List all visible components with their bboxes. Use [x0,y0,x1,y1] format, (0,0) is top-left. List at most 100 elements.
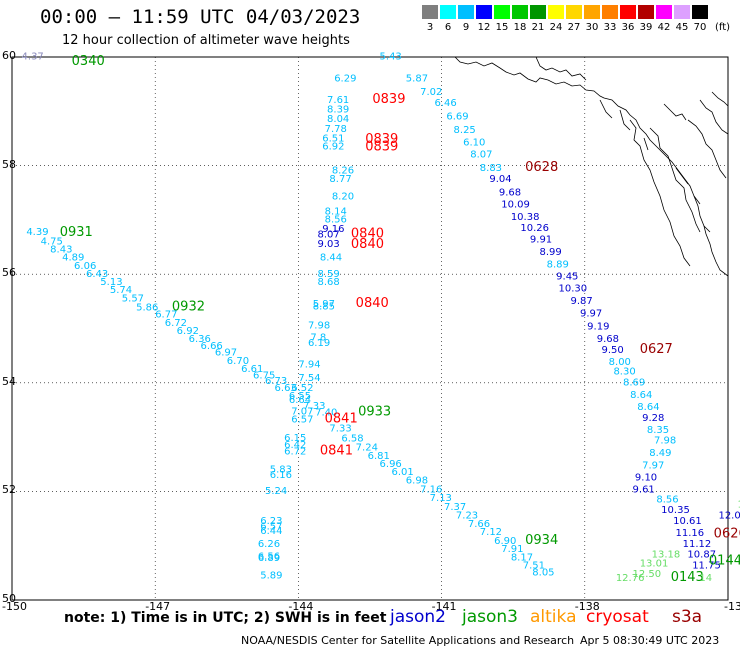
swh-value-label: 8.14 [325,206,347,217]
legend-swatch [584,5,600,19]
swh-value-label: 6.01 [391,467,413,478]
swh-value-label: 6.23 [260,516,282,527]
swh-value-label: 6.06 [74,261,96,272]
swh-value-label: 6.57 [260,521,282,532]
longitude-tick-label: -144 [288,600,314,613]
legend-swatch [422,5,438,19]
yakutat-coast [535,56,587,81]
swh-value-label: 9.68 [597,334,619,345]
swh-value-label: 7.66 [468,519,490,530]
legend-label: 15 [495,22,509,33]
swh-value-label: 7.07 [291,406,313,417]
swh-value-label: 6.64 [289,395,311,406]
swh-value-label: 7.8 [310,332,326,343]
pass-time-label: 0840 [351,226,384,241]
longitude-tick-label: -150 [2,600,27,613]
swh-value-label: 8.30 [613,367,635,378]
swh-value-label: 6.90 [494,536,516,547]
swh-value-label: 9.28 [642,413,664,424]
legend-swatch [656,5,672,19]
swh-value-label: 7.54 [298,373,320,384]
swh-value-label: 7.16 [420,484,442,495]
swh-value-label: 13.01 [640,558,669,569]
pass-time-label: 0839 [372,92,405,107]
latitude-tick-label: 50 [2,592,16,605]
pass-time-label: 0933 [358,404,391,419]
swh-value-label: 8.56 [325,215,347,226]
legend-swatch [638,5,654,19]
swh-value-label: 5.24 [265,486,287,497]
pass-time-label: 0628 [525,160,558,175]
swh-value-label: 6.98 [406,475,428,486]
swh-value-label: 4.75 [41,236,63,247]
swh-value-label: 7.51 [523,561,545,572]
legend-swatch [602,5,618,19]
pass-time-label: 0841 [320,443,353,458]
swh-value-label: 9.50 [602,345,624,356]
swh-value-label: 7.98 [308,321,330,332]
legend-label: 70 [693,22,707,33]
swh-value-label: 6.81 [368,451,390,462]
swh-value-label: 9.04 [489,174,511,185]
swh-value-label: 8.25 [454,125,476,136]
swh-value-label: 12.76 [616,573,645,584]
swh-value-label: 10.38 [511,212,540,223]
swh-value-label: 7.13 [430,493,452,504]
swh-value-label: 6.58 [341,433,363,444]
legend-swatch [620,5,636,19]
latitude-tick-label: 52 [2,483,16,497]
legend-label: 12 [477,22,491,33]
legend-swatch [440,5,456,19]
swh-value-label: 7.97 [642,461,664,472]
swh-value-label: 6.10 [463,138,485,149]
swh-value-label: 7.94 [298,360,320,371]
swh-value-label: 7.91 [501,544,523,555]
legend-swatch [566,5,582,19]
swh-value-label: 13.12 [738,500,740,511]
legend-swatch [494,5,510,19]
swh-value-label: 6.89 [258,553,280,564]
swh-value-label: 8.64 [637,402,659,413]
swh-value-label: 9.61 [633,484,655,495]
swh-value-label: 8.83 [480,163,502,174]
swh-value-label: 5.74 [110,285,132,296]
swh-value-label: 6.72 [165,318,187,329]
swh-value-label: 11.12 [683,539,712,550]
swh-value-label: 8.56 [656,494,678,505]
swh-value-label: 6.66 [201,341,223,352]
satellite-jason3: jason3 [462,607,518,627]
pass-time-label: 0626 [714,527,740,542]
swh-value-label: 8.07 [317,229,339,240]
swh-value-label: 6.51 [322,134,344,145]
swh-value-label: 7.78 [325,124,347,135]
swh-value-label: 9.10 [635,473,657,484]
swh-value-label: 6.19 [308,338,330,349]
swh-value-label: 6.43 [86,269,108,280]
legend-label: 9 [462,22,470,33]
pass-time-label: 0934 [525,533,558,548]
legend-swatch [530,5,546,19]
legend-label: 42 [657,22,671,33]
longitude-tick-label: -141 [431,600,457,613]
swh-value-label: 8.17 [511,552,533,563]
swh-value-label: 12.50 [633,569,662,580]
pass-time-label: 0839 [365,139,398,154]
swh-value-label: 8.26 [332,166,354,177]
swh-value-label: 12.00 [718,511,740,522]
footer-note: note: 1) Time is in UTC; 2) SWH is in fe… [64,610,387,626]
swh-value-label: 11.75 [692,561,721,572]
fjord-lines [599,99,711,233]
swh-value-label: 5.87 [406,73,428,84]
legend-label: 30 [585,22,599,33]
swh-value-label: 8.49 [649,448,671,459]
swh-value-label: 9.16 [322,224,344,235]
legend-label: 6 [444,22,452,33]
satellite-altika: altika [530,607,577,627]
swh-value-label: 8.00 [609,357,631,368]
swh-value-label: 8.68 [317,277,339,288]
swh-value-label: 6.97 [215,348,237,359]
pass-time-label: 0627 [640,342,673,357]
pass-time-label: 0931 [60,225,93,240]
swh-value-label: 10.30 [559,284,588,295]
